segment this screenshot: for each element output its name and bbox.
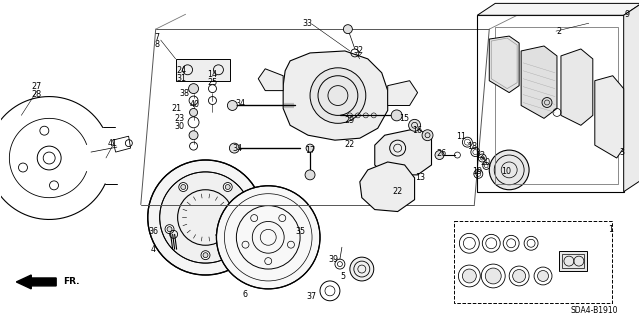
Circle shape (237, 225, 246, 234)
Circle shape (165, 225, 174, 234)
Bar (477, 15, 623, 192)
Text: 34: 34 (236, 99, 245, 108)
Text: 37: 37 (306, 292, 316, 301)
Text: 13: 13 (415, 173, 426, 182)
Polygon shape (259, 69, 283, 91)
Text: 1: 1 (608, 225, 612, 234)
Text: 8: 8 (155, 39, 160, 49)
Circle shape (189, 108, 198, 116)
Text: 7: 7 (155, 33, 160, 42)
Text: 29: 29 (344, 116, 354, 125)
Text: 35: 35 (295, 227, 305, 236)
Text: 34: 34 (232, 144, 243, 153)
Text: 9: 9 (625, 10, 630, 19)
Text: 25: 25 (207, 78, 218, 87)
Circle shape (435, 151, 444, 159)
Polygon shape (561, 49, 593, 125)
Text: 39: 39 (328, 255, 338, 264)
Text: 20: 20 (480, 158, 490, 167)
Text: 30: 30 (175, 122, 184, 131)
Circle shape (538, 270, 548, 281)
Bar (495, 27, 618, 184)
Text: 28: 28 (31, 90, 42, 99)
Text: 32: 32 (354, 46, 364, 55)
Polygon shape (360, 162, 415, 212)
Circle shape (225, 185, 230, 189)
Text: FR.: FR. (63, 277, 79, 286)
Polygon shape (595, 76, 623, 158)
Text: 5: 5 (340, 272, 345, 282)
Text: 21: 21 (172, 104, 182, 113)
Polygon shape (521, 46, 557, 118)
Circle shape (216, 186, 320, 289)
Circle shape (201, 251, 210, 260)
Polygon shape (489, 36, 519, 92)
Polygon shape (477, 4, 640, 15)
Text: 41: 41 (108, 139, 118, 148)
Text: 15: 15 (399, 114, 409, 123)
Text: 36: 36 (148, 227, 159, 236)
Circle shape (229, 143, 239, 153)
Text: 24: 24 (177, 66, 187, 75)
Circle shape (160, 172, 252, 263)
Bar (454, 221, 612, 303)
Text: 31: 31 (177, 74, 187, 83)
Circle shape (306, 144, 314, 152)
Text: 26: 26 (436, 148, 447, 157)
Text: 6: 6 (243, 290, 247, 299)
Circle shape (489, 150, 529, 190)
Text: 38: 38 (180, 89, 189, 98)
Circle shape (513, 269, 525, 283)
Text: 2: 2 (556, 27, 561, 36)
Circle shape (462, 269, 476, 283)
Circle shape (180, 185, 186, 189)
Text: 14: 14 (207, 70, 218, 79)
Circle shape (485, 268, 501, 284)
Text: SDA4-B1910: SDA4-B1910 (570, 306, 618, 315)
Text: 27: 27 (31, 82, 42, 91)
Circle shape (344, 25, 353, 34)
Text: 18: 18 (467, 142, 477, 151)
Circle shape (350, 257, 374, 281)
Circle shape (189, 84, 198, 93)
Polygon shape (375, 128, 431, 175)
Circle shape (239, 227, 244, 232)
Circle shape (310, 68, 366, 123)
Text: 12: 12 (476, 150, 486, 160)
Text: 22: 22 (393, 187, 403, 196)
Text: 33: 33 (302, 19, 312, 28)
Circle shape (179, 182, 188, 191)
Text: 11: 11 (456, 132, 467, 141)
Bar (562, 254, 584, 268)
Circle shape (227, 100, 237, 110)
Text: 23: 23 (175, 114, 185, 123)
Circle shape (223, 182, 232, 191)
Text: 3: 3 (620, 148, 625, 156)
Text: 10: 10 (501, 167, 511, 176)
Circle shape (189, 131, 198, 140)
FancyArrow shape (17, 275, 56, 289)
Text: 16: 16 (413, 126, 422, 135)
Text: 4: 4 (151, 245, 156, 254)
Polygon shape (388, 81, 417, 106)
Circle shape (542, 98, 552, 108)
Bar (175, 59, 230, 81)
Circle shape (305, 170, 315, 180)
Text: 19: 19 (472, 167, 483, 176)
Polygon shape (283, 51, 388, 140)
Circle shape (148, 160, 263, 275)
Text: 40: 40 (189, 100, 200, 109)
Circle shape (203, 253, 208, 258)
Circle shape (167, 227, 172, 232)
Bar (559, 251, 587, 271)
Text: 22: 22 (344, 140, 354, 148)
Text: 17: 17 (305, 146, 315, 155)
Polygon shape (623, 4, 640, 192)
Circle shape (391, 110, 402, 121)
Circle shape (408, 119, 420, 131)
Circle shape (422, 130, 433, 141)
